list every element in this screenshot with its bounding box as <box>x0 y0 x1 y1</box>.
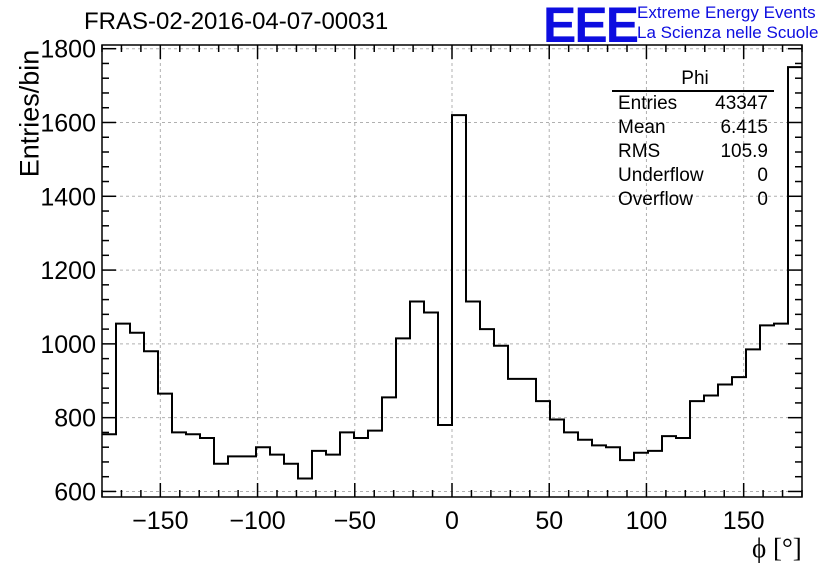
stats-row-overflow: Overflow 0 <box>612 188 774 212</box>
x-tick-label: −50 <box>334 507 376 535</box>
stats-value: 6.415 <box>720 117 768 138</box>
x-tick-label: 0 <box>445 507 459 535</box>
x-axis: −150 −100 −50 0 50 100 150 <box>101 45 803 535</box>
stats-label: Overflow <box>618 189 693 210</box>
stats-row-underflow: Underflow 0 <box>612 164 774 188</box>
y-tick-label: 1600 <box>40 109 96 137</box>
stats-title: Phi <box>612 68 774 92</box>
x-tick-label: 150 <box>723 507 765 535</box>
stats-value: 43347 <box>715 93 768 114</box>
logo-line-1: Extreme Energy Events <box>637 3 816 22</box>
y-tick-label: 1800 <box>40 36 96 64</box>
stats-label: RMS <box>618 141 661 162</box>
logo-caption: Extreme Energy Events La Scienza nelle S… <box>637 3 818 43</box>
y-tick-label: 600 <box>54 478 96 506</box>
stats-box: Phi Entries 43347 Mean 6.415 RMS 105.9 U… <box>612 68 774 212</box>
stats-row-mean: Mean 6.415 <box>612 116 774 140</box>
y-tick-label: 800 <box>54 405 96 433</box>
x-axis-label: ϕ [°] <box>752 533 802 563</box>
y-tick-label: 1400 <box>40 183 96 211</box>
stats-label: Entries <box>618 93 678 114</box>
logo-line-2: La Scienza nelle Scuole <box>637 23 819 42</box>
stats-row-rms: RMS 105.9 <box>612 140 774 164</box>
stats-value: 0 <box>757 165 768 186</box>
y-axis-label: Entries/bin <box>14 49 45 178</box>
stats-row-entries: Entries 43347 <box>612 92 774 116</box>
stats-value: 105.9 <box>720 141 768 162</box>
stats-label: Mean <box>618 117 666 138</box>
y-axis: 600 800 1000 1200 1400 1600 1800 <box>40 36 802 506</box>
chart-title: FRAS-02-2016-04-07-00031 <box>84 8 389 35</box>
stats-value: 0 <box>757 189 768 210</box>
x-tick-label: 100 <box>626 507 668 535</box>
histogram-series-phi <box>102 66 802 480</box>
y-tick-label: 1200 <box>40 257 96 285</box>
eee-logo: EEE <box>543 0 639 53</box>
x-tick-label: −100 <box>229 507 285 535</box>
x-tick-label: 50 <box>535 507 563 535</box>
stats-label: Underflow <box>618 165 704 186</box>
x-tick-label: −150 <box>132 507 188 535</box>
y-tick-label: 1000 <box>40 331 96 359</box>
